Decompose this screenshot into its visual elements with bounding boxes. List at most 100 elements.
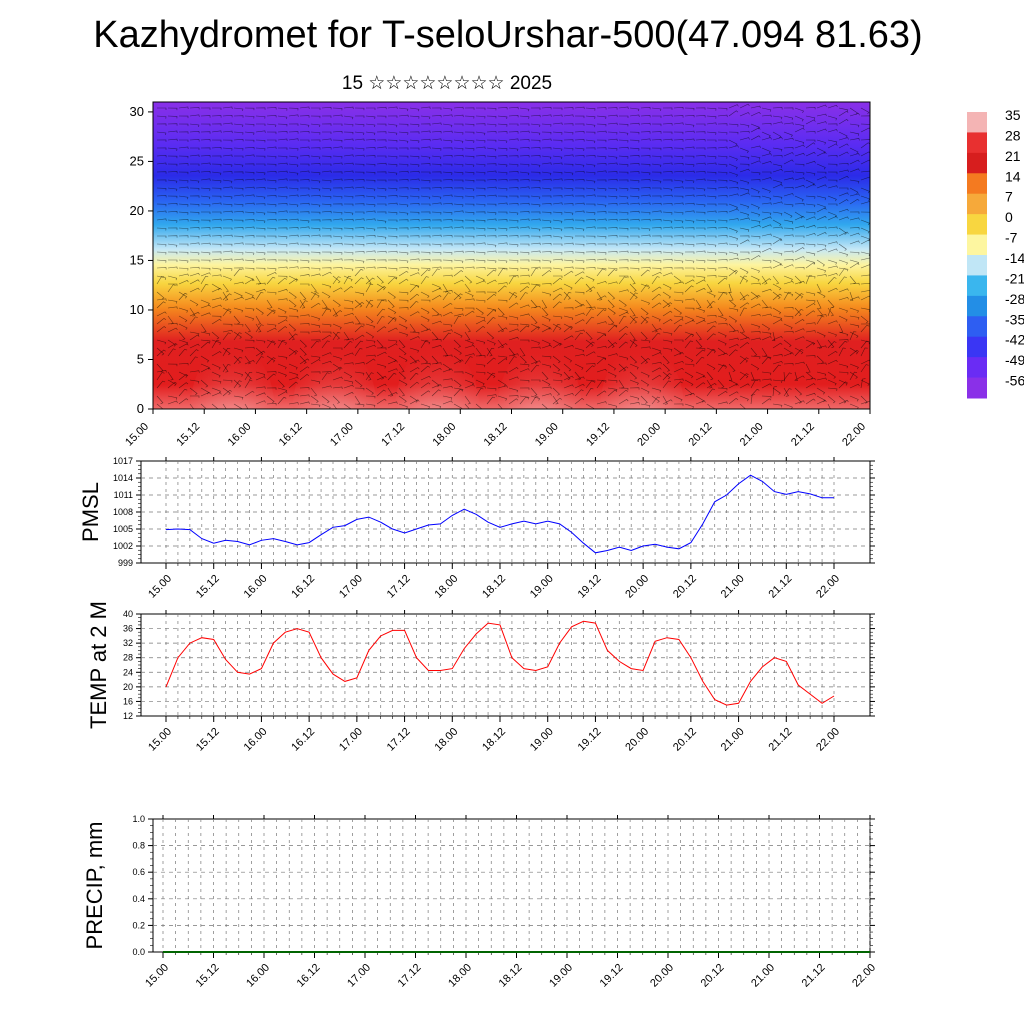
wind-barb <box>178 348 188 357</box>
wind-barb <box>497 179 508 182</box>
wind-barb <box>453 279 464 285</box>
wind-barb <box>805 377 816 381</box>
wind-barb <box>739 357 749 365</box>
wind-barb <box>442 329 453 333</box>
wind-barb <box>673 195 684 199</box>
wind-barb <box>838 381 848 389</box>
wind-barb <box>156 210 167 214</box>
wind-barb <box>640 194 651 197</box>
wind-barb <box>519 396 529 405</box>
heatmap-x-tick-label: 20.00 <box>635 421 663 449</box>
wind-barb <box>695 267 706 271</box>
wind-barb <box>629 371 638 380</box>
wind-barb <box>575 235 585 238</box>
wind-barb <box>475 280 486 285</box>
wind-barb <box>167 155 178 159</box>
wind-barb <box>387 401 398 405</box>
wind-barb <box>860 142 870 149</box>
colorbar-label: -14 <box>1005 250 1024 266</box>
wind-barb <box>244 296 255 301</box>
wind-barb <box>365 218 376 221</box>
wind-barb <box>211 243 222 247</box>
wind-barb <box>508 114 519 118</box>
wind-barb <box>585 259 596 262</box>
wind-barb <box>563 147 574 151</box>
wind-barb <box>695 347 706 351</box>
wind-barb <box>255 315 261 325</box>
wind-barb <box>442 235 453 238</box>
wind-barb <box>431 268 440 277</box>
wind-barb <box>244 390 255 397</box>
wind-barb <box>156 318 167 325</box>
wind-barb <box>387 315 397 322</box>
wind-barb <box>409 331 420 335</box>
wind-barb <box>486 123 497 127</box>
wind-barb <box>783 211 793 218</box>
wind-barb <box>244 307 255 312</box>
heatmap-x-tick-label: 16.00 <box>226 421 254 449</box>
wind-barb <box>827 395 836 404</box>
wind-barb <box>277 203 288 206</box>
colorbar-swatch <box>967 152 987 174</box>
wind-barb <box>486 250 497 253</box>
wind-barb <box>585 123 596 128</box>
wind-barb <box>805 243 816 247</box>
wind-barb <box>431 295 442 301</box>
y-axis-label: TEMP at 2 M <box>86 601 111 729</box>
wind-barb <box>322 131 332 134</box>
wind-barb <box>717 363 727 369</box>
colorbar-label: 7 <box>1005 189 1013 205</box>
x-tick-label: 19.12 <box>576 726 604 754</box>
wind-barb <box>266 131 277 135</box>
wind-barb <box>662 355 670 364</box>
wind-barb <box>398 251 409 255</box>
wind-barb <box>266 272 277 277</box>
wind-barb <box>728 123 739 127</box>
wind-barb <box>156 301 166 309</box>
wind-barb <box>761 224 772 229</box>
wind-barb <box>156 162 167 166</box>
wind-barb <box>398 107 409 112</box>
wind-barb <box>288 323 297 332</box>
x-tick-label: 17.12 <box>385 573 413 601</box>
wind-barb <box>750 363 760 371</box>
wind-barb <box>299 300 308 309</box>
wind-barb <box>211 258 222 262</box>
wind-barb <box>805 291 816 297</box>
wind-barb <box>531 379 541 382</box>
wind-barb <box>838 307 848 313</box>
wind-barb <box>409 285 419 293</box>
wind-barb <box>662 203 673 206</box>
wind-barb <box>794 152 805 157</box>
wind-barb <box>453 371 464 374</box>
wind-barb <box>849 395 859 402</box>
wind-barb <box>761 378 772 382</box>
wind-barb <box>794 400 805 405</box>
wind-barb <box>685 275 695 278</box>
wind-barb <box>420 355 429 364</box>
wind-barb <box>662 291 671 299</box>
wind-barb <box>332 203 343 206</box>
wind-barb <box>607 122 618 126</box>
wind-barb <box>464 395 471 405</box>
wind-barb <box>563 371 571 380</box>
wind-barb <box>827 154 838 158</box>
wind-barb <box>453 259 464 264</box>
wind-barb <box>398 299 409 303</box>
wind-barb <box>332 195 343 199</box>
wind-barb <box>266 251 277 255</box>
wind-barb <box>750 243 761 248</box>
wind-barb <box>541 267 552 270</box>
wind-barb <box>508 163 519 167</box>
wind-barb <box>805 310 816 317</box>
wind-barb <box>629 122 640 126</box>
wind-barb <box>794 291 804 299</box>
wind-barb <box>277 319 288 325</box>
wind-barb <box>772 115 783 120</box>
heatmap-x-tick-label: 15.12 <box>174 421 202 449</box>
wind-barb <box>618 202 629 206</box>
wind-barb <box>365 266 376 270</box>
wind-barb <box>189 266 200 270</box>
wind-barb <box>585 171 596 175</box>
wind-barb <box>156 380 166 389</box>
